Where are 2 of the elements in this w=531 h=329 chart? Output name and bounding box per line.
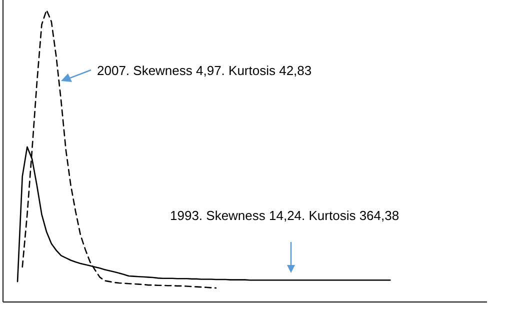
annotation: 1993. Skewness 14,24. Kurtosis 364,38: [170, 208, 400, 223]
annotation: 2007. Skewness 4,97. Kurtosis 42,83: [97, 63, 312, 78]
